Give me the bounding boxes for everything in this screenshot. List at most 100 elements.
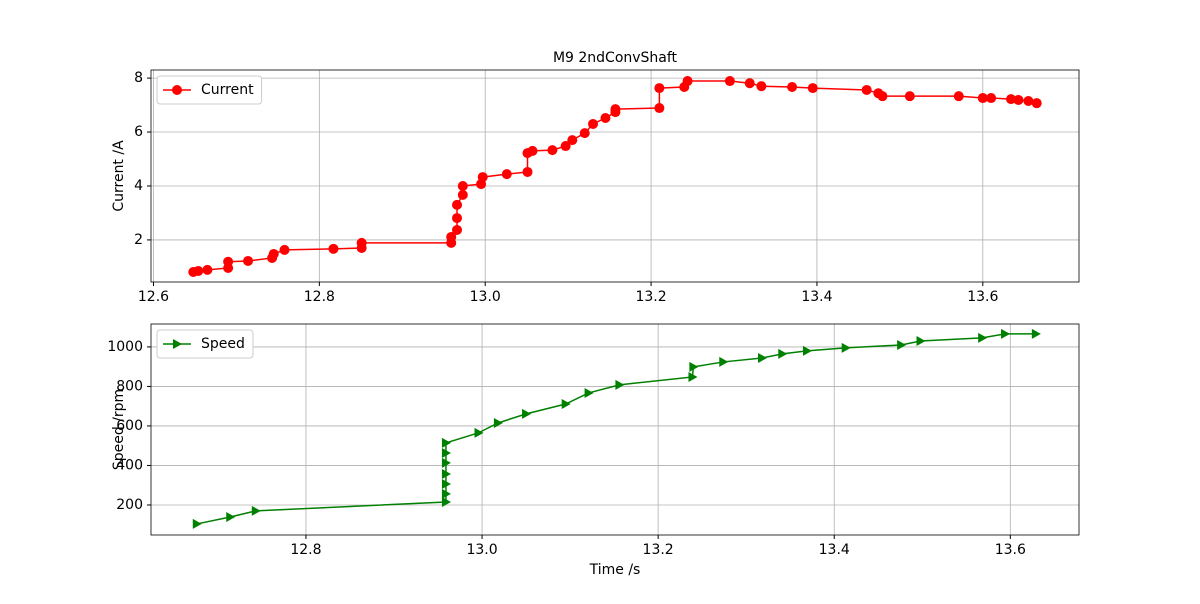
marker <box>615 379 625 390</box>
marker <box>682 76 693 87</box>
marker <box>441 497 451 508</box>
marker <box>1001 328 1011 339</box>
marker <box>446 231 457 242</box>
marker <box>522 408 532 419</box>
y-tick-label: 4 <box>134 178 143 194</box>
marker <box>600 113 611 124</box>
marker <box>758 352 768 363</box>
marker <box>719 356 729 367</box>
axes-frame <box>150 69 1080 283</box>
x-tick-label: 12.8 <box>290 542 321 558</box>
marker <box>547 145 558 156</box>
y-tick-label: 400 <box>116 457 143 473</box>
legend-label: Speed <box>201 336 245 352</box>
marker <box>977 93 988 104</box>
legend-marker <box>172 85 182 95</box>
x-tick-label: 12.6 <box>138 289 169 305</box>
marker <box>756 81 767 92</box>
marker <box>978 332 988 343</box>
marker <box>897 339 907 350</box>
marker <box>1031 328 1041 339</box>
marker <box>452 199 463 210</box>
y-tick-label: 8 <box>134 70 143 86</box>
marker <box>243 255 254 266</box>
y-tick-label: 6 <box>134 124 143 140</box>
x-tick-label: 13.2 <box>643 542 674 558</box>
x-tick-label: 13.6 <box>967 289 998 305</box>
marker <box>561 399 571 410</box>
marker <box>192 518 202 529</box>
marker <box>916 335 926 346</box>
marker <box>1005 94 1016 105</box>
marker <box>1023 96 1034 107</box>
marker <box>689 361 699 372</box>
x-tick-label: 13.0 <box>470 289 501 305</box>
marker <box>474 427 484 438</box>
y-tick-label: 1000 <box>107 339 143 355</box>
marker <box>724 76 735 87</box>
legend: Speed <box>156 329 254 359</box>
marker <box>688 371 698 382</box>
marker <box>452 224 463 235</box>
y-axis-label: Speed /rpm <box>111 389 127 470</box>
marker <box>802 345 812 356</box>
marker <box>226 512 236 523</box>
marker <box>441 448 451 459</box>
marker <box>441 437 451 448</box>
marker <box>807 83 818 94</box>
legend-box <box>156 75 263 105</box>
x-tick-label: 13.6 <box>995 542 1026 558</box>
series-line <box>196 333 1036 525</box>
marker <box>493 417 503 428</box>
y-tick-label: 2 <box>134 232 143 248</box>
marker <box>441 468 451 479</box>
x-tick-label: 13.2 <box>635 289 666 305</box>
chart-title: M9 2ndConvShaft <box>553 50 678 66</box>
marker <box>223 256 234 267</box>
marker <box>1031 98 1042 109</box>
marker <box>527 145 538 156</box>
marker <box>441 457 451 468</box>
marker <box>861 84 872 95</box>
marker <box>457 189 468 200</box>
marker <box>560 141 571 152</box>
marker <box>744 78 755 89</box>
marker <box>251 505 261 516</box>
axes-frame <box>150 323 1080 536</box>
marker <box>877 91 888 102</box>
marker <box>193 265 204 276</box>
marker <box>654 83 665 94</box>
x-axis-label: Time /s <box>589 562 641 578</box>
x-tick-label: 13.0 <box>466 542 497 558</box>
marker <box>441 488 451 499</box>
marker <box>328 243 339 254</box>
y-tick-label: 600 <box>116 418 143 434</box>
marker <box>501 169 512 180</box>
marker <box>202 264 213 275</box>
marker <box>588 118 599 129</box>
y-tick-label: 200 <box>116 497 143 513</box>
marker <box>787 81 798 92</box>
x-tick-label: 13.4 <box>801 289 832 305</box>
x-tick-label: 13.4 <box>819 542 850 558</box>
marker <box>441 479 451 490</box>
marker <box>279 244 290 255</box>
marker <box>610 104 621 115</box>
marker <box>522 166 533 177</box>
marker <box>567 135 578 146</box>
legend: Current <box>156 75 263 105</box>
marker <box>841 342 851 353</box>
marker <box>584 387 594 398</box>
marker <box>986 93 997 104</box>
marker <box>356 237 367 248</box>
marker <box>953 91 964 102</box>
marker <box>477 172 488 183</box>
y-tick-label: 800 <box>116 378 143 394</box>
marker <box>654 103 665 114</box>
marker <box>778 348 788 359</box>
marker <box>452 213 463 224</box>
marker <box>579 128 590 139</box>
legend-label: Current <box>201 82 254 98</box>
